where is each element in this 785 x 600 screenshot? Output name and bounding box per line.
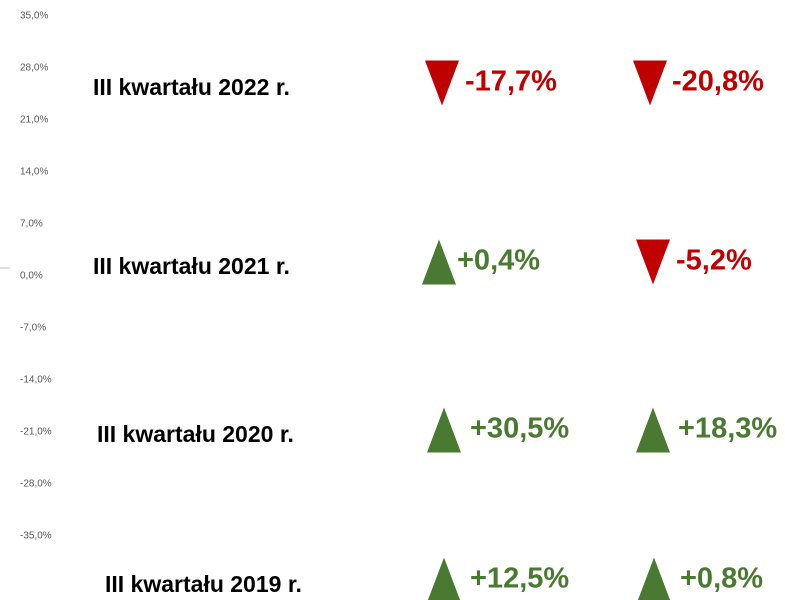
change-value: -20,8% [672, 66, 764, 98]
axis-tick-label: -14,0% [20, 375, 52, 386]
change-value: +0,8% [680, 563, 763, 595]
arrow-up [636, 407, 670, 453]
axis-tick-label: -28,0% [20, 479, 52, 490]
arrow-up [422, 239, 456, 285]
change-value: +30,5% [470, 413, 569, 445]
period-label: III kwartału 2022 r. [93, 74, 290, 100]
axis-tick-label: 35,0% [20, 11, 48, 22]
axis-tick-label: 14,0% [20, 167, 48, 178]
period-label: III kwartału 2021 r. [93, 253, 290, 279]
change-value: -17,7% [465, 66, 557, 98]
arrow-up [427, 557, 461, 600]
axis-tick-label: -21,0% [20, 427, 52, 438]
arrow-down [425, 60, 459, 106]
change-value: -5,2% [676, 245, 752, 277]
arrow-up [637, 557, 671, 600]
period-label: III kwartału 2019 r. [105, 571, 302, 597]
axis-tick-label: 7,0% [20, 219, 43, 230]
arrow-down [633, 60, 667, 106]
period-label: III kwartału 2020 r. [97, 421, 294, 447]
axis-tick-label: 21,0% [20, 115, 48, 126]
axis-tick-label: -35,0% [20, 531, 52, 542]
change-value: +18,3% [678, 413, 777, 445]
arrow-up [427, 407, 461, 453]
change-value: +0,4% [457, 245, 540, 277]
change-value: +12,5% [470, 563, 569, 595]
axis-tick-label: 0,0% [20, 271, 43, 282]
axis-tick-label: -7,0% [20, 323, 46, 334]
axis-tick-label: 28,0% [20, 63, 48, 74]
arrow-down [636, 239, 670, 285]
